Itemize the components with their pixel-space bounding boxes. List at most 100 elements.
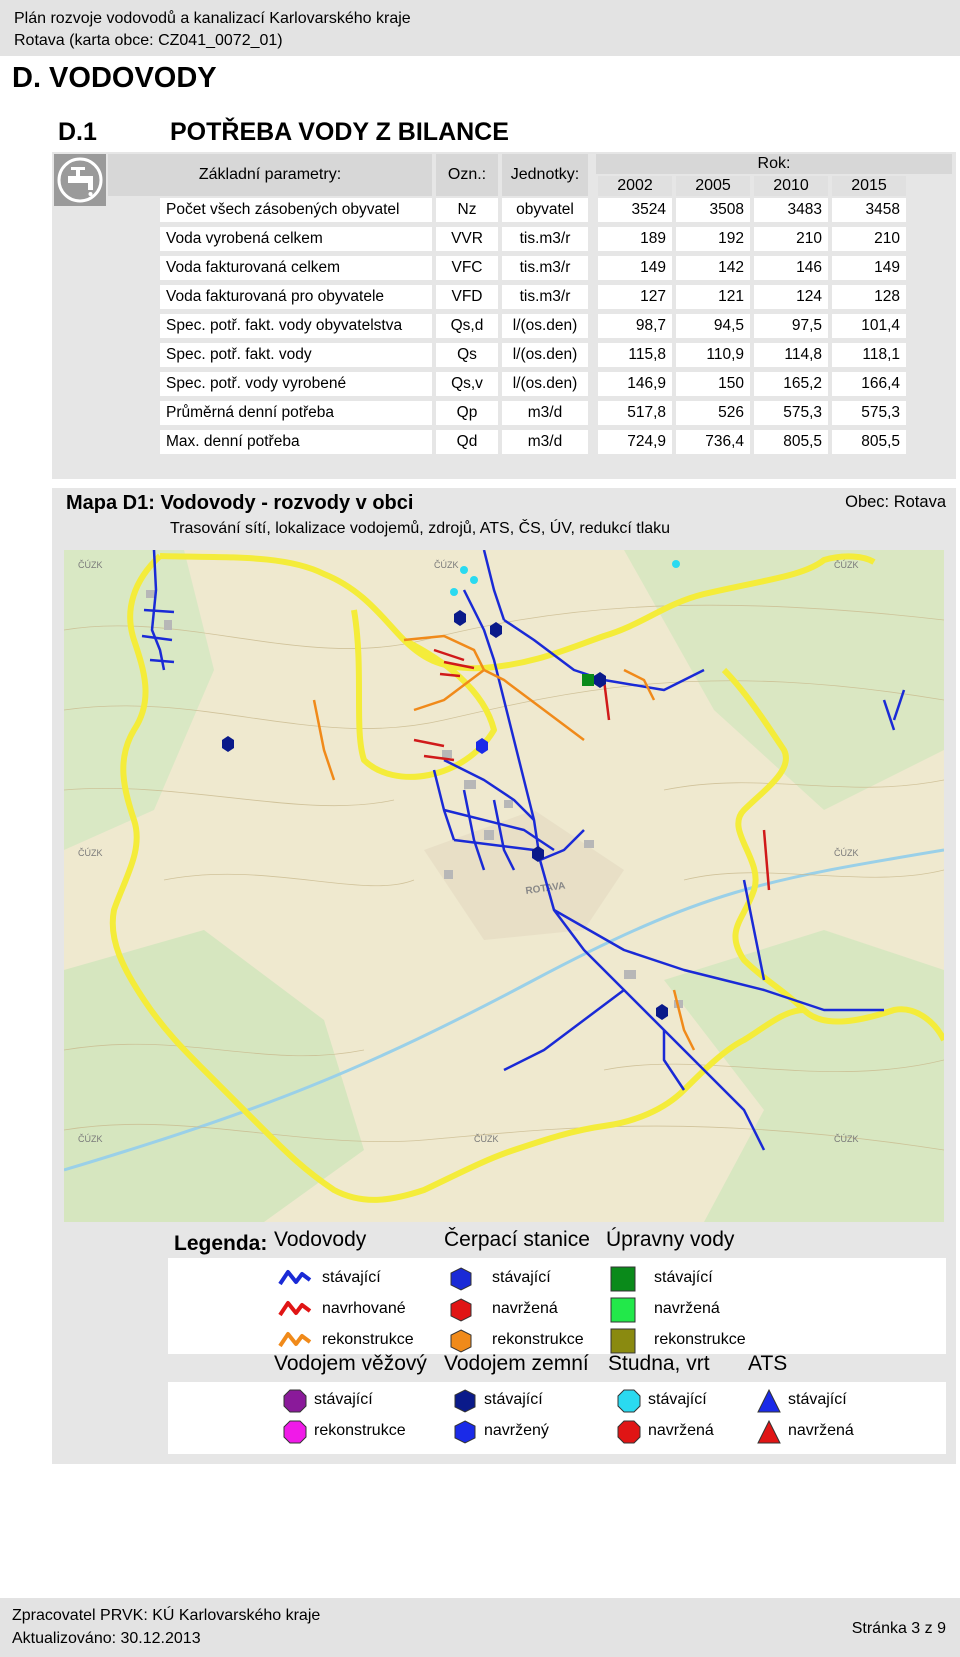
well-symbol: [460, 566, 468, 574]
reservoir-symbol: [594, 672, 606, 688]
legend-item-label: navrhované: [322, 1300, 406, 1317]
row-value: 736,4: [676, 430, 750, 454]
legend-symbol-icon: [610, 1328, 636, 1359]
legend-group-title: ATS: [748, 1352, 788, 1375]
row-value: 210: [754, 227, 828, 251]
legend-item-label: rekonstrukce: [314, 1422, 406, 1439]
legend-symbol-icon: [616, 1388, 642, 1419]
row-param: Počet všech zásobených obyvatel: [160, 198, 432, 222]
legend-symbol-icon: [452, 1388, 478, 1419]
row-value: 124: [754, 285, 828, 309]
legend-group-title: Úpravny vody: [606, 1228, 735, 1251]
svg-text:ČÚZK: ČÚZK: [834, 560, 859, 570]
row-value: 189: [598, 227, 672, 251]
row-units: l/(os.den): [502, 314, 588, 338]
row-ozn: VFC: [436, 256, 498, 280]
legend-symbol-icon: [278, 1266, 312, 1293]
svg-text:ČÚZK: ČÚZK: [78, 1134, 103, 1144]
row-value: 526: [676, 401, 750, 425]
row-param: Spec. potř. vody vyrobené: [160, 372, 432, 396]
row-value: 210: [832, 227, 906, 251]
header-title: Plán rozvoje vodovodů a kanalizací Karlo…: [14, 10, 411, 27]
legend-item-label: stávající: [322, 1269, 381, 1286]
legend-item-label: navržená: [492, 1300, 558, 1317]
row-value: 114,8: [754, 343, 828, 367]
legend-symbol-icon: [610, 1297, 636, 1328]
col-header-param: Základní parametry:: [108, 154, 432, 196]
row-value: 146,9: [598, 372, 672, 396]
reservoir-symbol: [222, 736, 234, 752]
row-units: m3/d: [502, 401, 588, 425]
row-units: tis.m3/r: [502, 256, 588, 280]
row-ozn: VVR: [436, 227, 498, 251]
row-ozn: VFD: [436, 285, 498, 309]
svg-text:ČÚZK: ČÚZK: [434, 560, 459, 570]
water-tap-icon: [54, 154, 106, 206]
legend-symbol-icon: [616, 1419, 642, 1450]
treatment-plant-symbol: [582, 674, 594, 686]
row-value: 149: [598, 256, 672, 280]
legend-symbol-icon: [448, 1297, 474, 1328]
row-value: 146: [754, 256, 828, 280]
legend-item-label: navržená: [788, 1422, 854, 1439]
legend-group-title: Čerpací stanice: [444, 1228, 590, 1251]
row-value: 805,5: [754, 430, 828, 454]
municipal-boundary: [109, 553, 944, 1203]
page-number: Stránka 3 z 9: [851, 1620, 946, 1637]
row-units: m3/d: [502, 430, 588, 454]
row-ozn: Qd: [436, 430, 498, 454]
row-param: Voda vyrobená celkem: [160, 227, 432, 251]
subsection-number: D.1: [58, 118, 97, 146]
row-param: Max. denní potřeba: [160, 430, 432, 454]
svg-text:ČÚZK: ČÚZK: [78, 848, 103, 858]
legend-symbol-icon: [448, 1266, 474, 1297]
document-header: Plán rozvoje vodovodů a kanalizací Karlo…: [0, 0, 960, 56]
row-units: l/(os.den): [502, 372, 588, 396]
reservoir-symbol: [532, 846, 544, 862]
legend-item-label: stávající: [484, 1391, 543, 1408]
legend-symbol-icon: [756, 1419, 782, 1450]
row-ozn: Qs: [436, 343, 498, 367]
legend-item-label: rekonstrukce: [492, 1331, 584, 1348]
col-header-year: Rok:: [596, 154, 952, 174]
legend-group-title: Vodovody: [274, 1228, 367, 1251]
row-ozn: Qs,d: [436, 314, 498, 338]
row-param: Voda fakturovaná celkem: [160, 256, 432, 280]
row-ozn: Qp: [436, 401, 498, 425]
year-header: 2005: [676, 176, 750, 196]
year-header: 2002: [598, 176, 672, 196]
row-value: 98,7: [598, 314, 672, 338]
header-subtitle: Rotava (karta obce: CZ041_0072_01): [14, 32, 283, 49]
reservoir-symbol: [454, 610, 466, 626]
legend-item-label: stávající: [492, 1269, 551, 1286]
row-value: 165,2: [754, 372, 828, 396]
reservoir-symbol: [490, 622, 502, 638]
legend-item-label: navržená: [654, 1300, 720, 1317]
legend-symbol-icon: [610, 1266, 636, 1297]
map-title: Mapa D1: Vodovody - rozvody v obci: [66, 492, 414, 514]
row-value: 118,1: [832, 343, 906, 367]
legend-item-label: stávající: [314, 1391, 373, 1408]
row-param: Spec. potř. fakt. vody obyvatelstva: [160, 314, 432, 338]
legend-symbol-icon: [282, 1419, 308, 1450]
map-section: Mapa D1: Vodovody - rozvody v obci Obec:…: [52, 488, 956, 1464]
footer-author: Zpracovatel PRVK: KÚ Karlovarského kraje: [12, 1607, 321, 1624]
row-value: 517,8: [598, 401, 672, 425]
legend-item-label: stávající: [648, 1391, 707, 1408]
legend-symbol-icon: [448, 1328, 474, 1359]
year-header: 2015: [832, 176, 906, 196]
row-value: 150: [676, 372, 750, 396]
row-ozn: Nz: [436, 198, 498, 222]
legend-group-title: Studna, vrt: [608, 1352, 710, 1375]
legend-symbol-icon: [278, 1328, 312, 1355]
row-units: obyvatel: [502, 198, 588, 222]
legend-item-label: navržený: [484, 1422, 549, 1439]
row-value: 142: [676, 256, 750, 280]
legend-item-label: navržená: [648, 1422, 714, 1439]
row-value: 94,5: [676, 314, 750, 338]
row-value: 192: [676, 227, 750, 251]
reservoir-symbol: [656, 1004, 668, 1020]
row-value: 3524: [598, 198, 672, 222]
row-value: 3483: [754, 198, 828, 222]
row-value: 121: [676, 285, 750, 309]
